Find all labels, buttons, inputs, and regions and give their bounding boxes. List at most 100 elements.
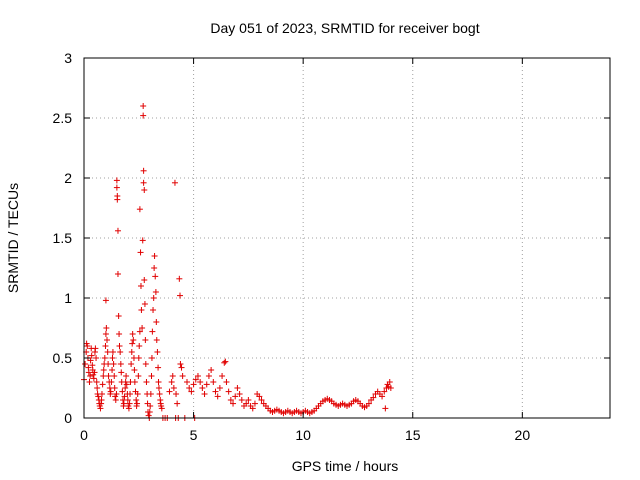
data-point	[113, 177, 120, 184]
y-axis-label: SRMTID / TECUs	[5, 183, 21, 293]
data-point	[102, 343, 109, 349]
data-point	[95, 393, 102, 400]
data-point	[155, 379, 162, 385]
data-point	[179, 373, 186, 379]
data-point	[149, 328, 156, 335]
data-point	[109, 349, 116, 355]
data-point	[91, 369, 98, 376]
data-point	[114, 196, 121, 203]
data-point	[243, 400, 250, 407]
x-tick-label: 15	[405, 427, 421, 443]
data-point	[117, 349, 124, 355]
x-axis-label: GPS time / hours	[292, 458, 399, 474]
data-point	[151, 253, 158, 259]
data-point	[133, 397, 140, 403]
data-point	[105, 373, 112, 379]
data-point	[103, 325, 110, 331]
data-point	[142, 337, 149, 343]
data-point	[152, 273, 159, 280]
data-point	[219, 373, 226, 379]
data-point	[100, 373, 107, 379]
data-point	[128, 349, 135, 355]
data-point	[94, 385, 101, 391]
data-point	[130, 337, 137, 343]
data-point	[129, 331, 136, 337]
data-point	[225, 388, 232, 395]
y-tick-label: 3	[64, 50, 72, 66]
data-point	[222, 358, 229, 365]
data-point	[169, 373, 176, 379]
data-point	[197, 379, 204, 385]
data-point	[99, 381, 106, 388]
data-point	[125, 405, 132, 412]
data-point	[116, 331, 123, 337]
data-point	[110, 361, 117, 367]
data-point	[379, 393, 386, 400]
data-point	[365, 400, 372, 407]
data-point	[139, 325, 146, 331]
data-point	[113, 391, 120, 397]
data-point	[230, 400, 237, 407]
data-point	[194, 373, 201, 379]
data-point	[111, 385, 118, 391]
y-tick-label: 2.5	[53, 110, 73, 126]
data-point	[140, 167, 147, 174]
x-tick-labels: 0 5 10 15 20	[80, 427, 530, 443]
data-point	[210, 379, 217, 385]
data-point	[223, 379, 230, 385]
data-point	[381, 388, 388, 395]
data-point	[170, 385, 177, 391]
data-point	[186, 385, 193, 391]
data-point	[135, 373, 142, 379]
data-point	[140, 103, 147, 109]
data-point	[141, 301, 148, 307]
data-point	[116, 343, 123, 349]
data-point	[146, 409, 153, 415]
data-point	[129, 340, 136, 347]
x-tick-label: 0	[80, 427, 88, 443]
grid-lines	[84, 58, 610, 418]
data-point	[256, 393, 263, 400]
data-point	[137, 283, 144, 289]
data-point	[141, 187, 148, 193]
data-point	[214, 393, 221, 400]
data-point	[227, 397, 234, 403]
data-point	[126, 400, 133, 407]
data-point	[93, 379, 100, 385]
data-point	[136, 328, 143, 335]
data-point	[92, 345, 99, 352]
data-point	[199, 385, 206, 391]
data-point	[140, 112, 147, 119]
data-point	[153, 319, 160, 325]
data-point	[113, 184, 120, 191]
data-point	[87, 373, 94, 379]
y-tick-label: 1.5	[53, 230, 73, 246]
data-point	[102, 331, 109, 337]
data-point	[171, 179, 178, 186]
data-point	[232, 393, 239, 400]
data-point	[141, 277, 148, 283]
data-point	[124, 397, 131, 403]
data-point	[131, 367, 138, 373]
data-point	[168, 379, 175, 385]
data-point	[148, 373, 155, 379]
data-point	[136, 343, 143, 349]
data-point	[382, 405, 389, 412]
data-point	[102, 297, 109, 304]
data-point	[104, 349, 111, 355]
x-tick-label: 20	[515, 427, 531, 443]
data-point	[114, 271, 121, 277]
data-point	[151, 265, 158, 271]
data-point	[87, 357, 94, 364]
data-point	[158, 405, 165, 412]
data-point	[216, 385, 223, 391]
data-point	[122, 385, 129, 391]
data-point	[90, 375, 97, 382]
y-tick-label: 2	[64, 170, 72, 186]
chart-title: Day 051 of 2023, SRMTID for receiver bog…	[210, 20, 479, 36]
data-point	[238, 397, 245, 403]
data-point	[131, 379, 138, 385]
data-point	[84, 343, 91, 349]
data-point	[112, 397, 119, 403]
data-points	[81, 103, 394, 421]
